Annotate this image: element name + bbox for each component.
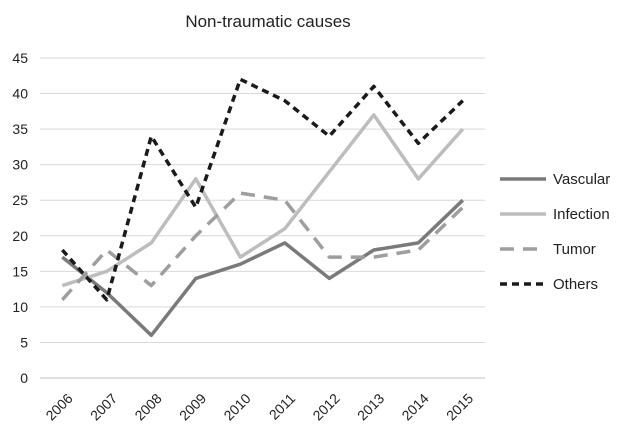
y-tick-label: 45	[12, 50, 28, 66]
legend: Vascular Infection Tumor Others	[500, 171, 610, 293]
series-line-others	[60, 77, 465, 302]
x-axis: 2006 2007 2008 2009 2010 2011 2012 2013 2014 2015	[40, 377, 485, 424]
x-tick-label: 2008	[131, 390, 164, 423]
x-tick-label: 2013	[354, 390, 387, 423]
series-line-vascular	[61, 198, 465, 338]
legend-label-others: Others	[553, 276, 598, 293]
y-tick-label: 25	[12, 192, 28, 208]
series-line-infection	[61, 113, 465, 288]
series-lines	[60, 77, 465, 338]
x-tick-label: 2015	[443, 390, 476, 423]
x-tick-label: 2010	[220, 390, 253, 423]
x-tick-label: 2006	[42, 390, 75, 423]
x-tick-label: 2011	[266, 390, 299, 423]
y-tick-label: 30	[12, 157, 28, 173]
y-tick-label: 35	[12, 121, 28, 137]
y-tick-label: 0	[20, 370, 28, 386]
y-tick-label: 10	[12, 299, 28, 315]
legend-label-tumor: Tumor	[553, 241, 596, 258]
y-tick-label: 20	[12, 228, 28, 244]
legend-label-infection: Infection	[553, 206, 610, 223]
x-tick-label: 2014	[398, 390, 431, 423]
y-tick-label: 5	[20, 334, 28, 350]
y-tick-label: 15	[12, 263, 28, 279]
y-axis: 0 5 10 15 20 25 30 35 40 45	[12, 50, 28, 386]
legend-label-vascular: Vascular	[553, 171, 610, 188]
series-line-tumor	[60, 191, 465, 301]
y-tick-label: 40	[12, 86, 28, 102]
x-tick-label: 2012	[309, 390, 342, 423]
x-tick-label: 2009	[176, 390, 209, 423]
chart-title: Non-traumatic causes	[185, 12, 350, 31]
x-tick-label: 2007	[87, 390, 120, 423]
